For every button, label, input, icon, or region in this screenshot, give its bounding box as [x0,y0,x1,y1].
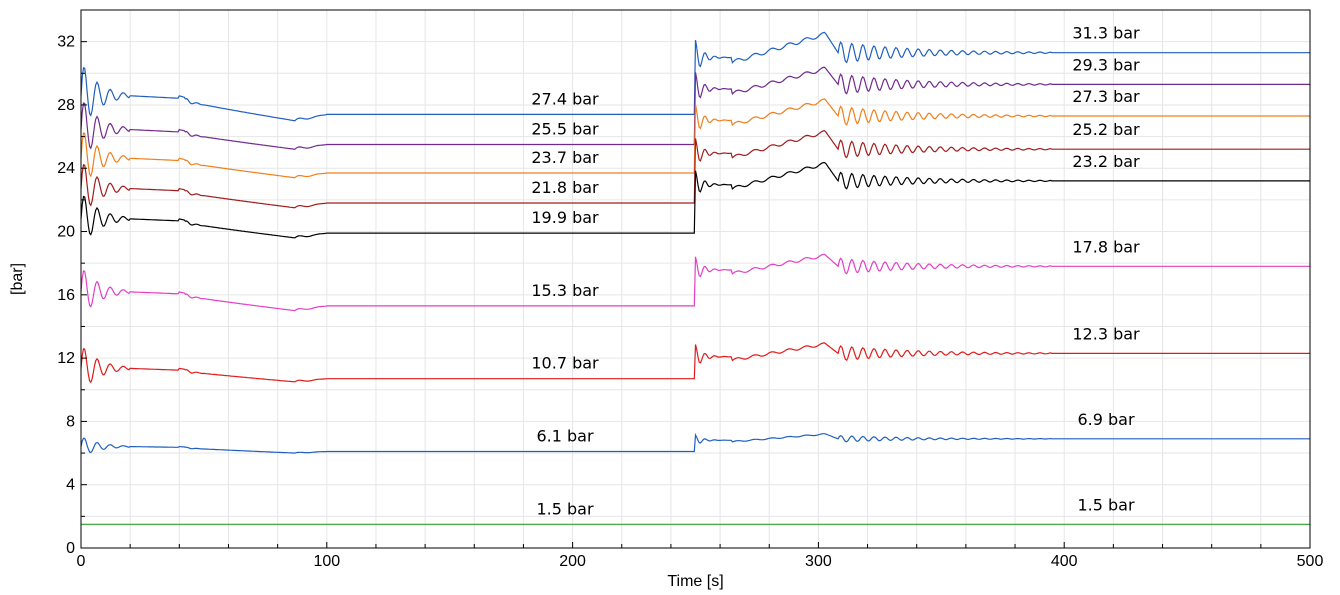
y-tick-label: 16 [57,287,75,304]
x-tick-label: 400 [1051,553,1078,570]
end-value-label: 27.3 bar [1072,87,1140,106]
series-line-2 [80,98,1310,179]
series-line-7 [80,432,1310,454]
start-value-label: 1.5 bar [536,499,593,518]
end-value-label: 1.5 bar [1077,495,1134,514]
plot-frame [80,9,1311,549]
start-value-label: 10.7 bar [531,354,599,373]
x-tick-label: 300 [805,553,832,570]
start-value-label: 15.3 bar [531,281,599,300]
series-line-3 [80,130,1310,209]
y-tick-label: 24 [57,160,75,177]
end-value-label: 12.3 bar [1072,324,1140,343]
x-tick-label: 200 [559,553,586,570]
grid [81,10,1310,548]
x-axis-label: Time [s] [667,573,723,590]
series-line-6 [80,342,1310,384]
series-line-4 [80,161,1310,239]
start-value-label: 19.9 bar [531,208,599,227]
series-labels: 27.4 bar 31.3 bar 25.5 bar 29.3 bar 23.7 bar… [531,24,1140,519]
y-tick-label: 28 [57,97,75,114]
series-lines [80,31,1310,525]
series-line-1 [80,66,1310,150]
y-tick-label: 0 [66,540,75,557]
end-value-label: 6.9 bar [1077,410,1134,429]
start-value-label: 21.8 bar [531,178,599,197]
series-line-0 [80,31,1310,122]
y-tick-label: 20 [57,224,75,241]
start-value-label: 25.5 bar [531,120,599,139]
start-value-label: 27.4 bar [531,89,599,108]
y-tick-label: 4 [66,477,75,494]
x-tick-label: 100 [313,553,340,570]
start-value-label: 23.7 bar [531,148,599,167]
end-value-label: 29.3 bar [1072,55,1140,74]
x-tick-label: 0 [77,553,86,570]
series-line-5 [80,253,1310,312]
y-tick-label: 8 [66,413,75,430]
y-axis-label: [bar] [9,263,26,295]
end-value-label: 25.2 bar [1072,120,1140,139]
axis-ticks: 0 100 200 300 400 500 0 4 8 12 16 20 24 28 32 [57,34,1323,570]
x-tick-label: 500 [1297,553,1324,570]
end-value-label: 23.2 bar [1072,152,1140,171]
y-tick-label: 12 [57,350,75,367]
start-value-label: 6.1 bar [536,426,593,445]
y-tick-label: 32 [57,34,75,51]
end-value-label: 17.8 bar [1072,237,1140,256]
end-value-label: 31.3 bar [1072,24,1140,43]
